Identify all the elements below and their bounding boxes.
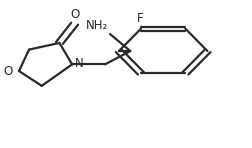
Text: F: F: [136, 12, 143, 25]
Text: NH₂: NH₂: [85, 19, 108, 32]
Text: O: O: [4, 65, 13, 78]
Text: O: O: [70, 8, 79, 21]
Text: N: N: [75, 57, 83, 70]
